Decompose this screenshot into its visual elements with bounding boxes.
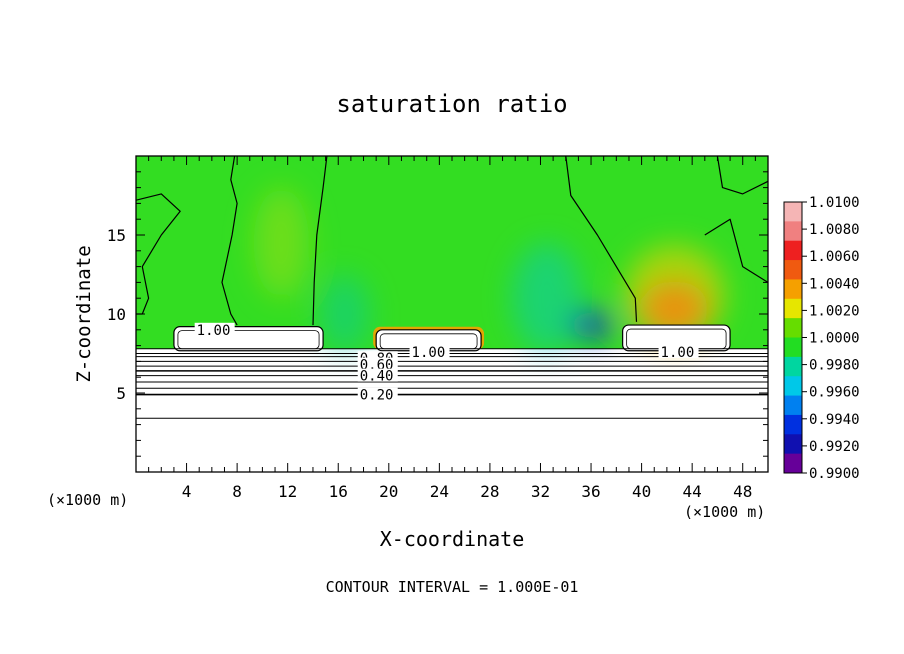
plot-content: 0.800.600.400.201.001.001.00 bbox=[136, 156, 768, 472]
x-tick-label-4: 4 bbox=[182, 482, 192, 501]
colorbar-label-5: 1.0000 bbox=[809, 331, 860, 347]
contour-curve-5 bbox=[704, 218, 768, 283]
contour-curve-0 bbox=[221, 156, 238, 326]
colorbar-swatch-8 bbox=[784, 356, 802, 377]
contour-label-bg-4 bbox=[409, 344, 450, 358]
colorbar-swatch-3 bbox=[784, 260, 802, 280]
x-unit-label-right: (×1000 m) bbox=[684, 503, 765, 521]
colorbar-swatch-9 bbox=[784, 376, 802, 397]
colorbar-swatch-13 bbox=[784, 453, 802, 474]
y-tick-label-15: 15 bbox=[107, 226, 126, 245]
x-tick-label-28: 28 bbox=[480, 482, 499, 501]
x-tick-label-8: 8 bbox=[232, 482, 242, 501]
contour-label-6: 1.00 bbox=[197, 323, 231, 339]
colorbar: 1.0100 1.0080 1.0060 1.0040 1.0020 1.0000 0.99… bbox=[783, 195, 860, 482]
subsaturated-layer bbox=[136, 348, 768, 472]
colorbar-swatch-7 bbox=[784, 337, 802, 358]
contour-label-2: 0.40 bbox=[360, 369, 394, 385]
plot-area: 0.800.600.400.201.001.001.00 bbox=[135, 155, 769, 473]
colorbar-label-8: 0.9940 bbox=[809, 412, 860, 428]
colorbar-label-4: 1.0020 bbox=[809, 303, 860, 319]
colorbar-swatch-6 bbox=[784, 318, 802, 338]
contour-label-bg-3 bbox=[357, 387, 398, 401]
anomaly-subsat-cyan bbox=[511, 242, 583, 354]
colorbar-swatch-10 bbox=[784, 395, 802, 416]
contour-curve-2 bbox=[565, 156, 638, 322]
contour-label-bg-2 bbox=[357, 368, 398, 382]
colorbar-swatch-11 bbox=[784, 414, 802, 435]
x-tick-label-16: 16 bbox=[329, 482, 348, 501]
colorbar-label-9: 0.9920 bbox=[809, 439, 860, 455]
colorbar-label-6: 0.9980 bbox=[809, 358, 860, 374]
colorbar-label-10: 0.9900 bbox=[809, 466, 860, 482]
contour-interval-note: CONTOUR INTERVAL = 1.000E-01 bbox=[326, 578, 579, 596]
field-anomalies bbox=[253, 187, 726, 354]
chart-title: saturation ratio bbox=[336, 90, 567, 118]
x-tick-label-40: 40 bbox=[632, 482, 651, 501]
contour-curve-4 bbox=[716, 156, 768, 195]
contour-label-5: 1.00 bbox=[661, 345, 695, 361]
anomaly-subsat-cyan-2 bbox=[319, 274, 370, 354]
colorbar-swatch-1 bbox=[784, 221, 802, 242]
contour-label-bg-6 bbox=[194, 322, 235, 336]
colorbar-swatch-0 bbox=[784, 202, 802, 222]
y-axis-label: Z-coordinate bbox=[73, 245, 95, 382]
x-tick-label-20: 20 bbox=[379, 482, 398, 501]
x-tick-label-36: 36 bbox=[581, 482, 600, 501]
colorbar-swatch-12 bbox=[784, 434, 802, 455]
contour-curve-3 bbox=[136, 193, 181, 315]
contour-label-bg-1 bbox=[357, 357, 398, 371]
colorbar-label-0: 1.0100 bbox=[809, 195, 860, 211]
y-tick-label-5: 5 bbox=[116, 384, 126, 403]
contour-label-bg-5 bbox=[658, 344, 699, 358]
colorbar-label-2: 1.0060 bbox=[809, 249, 860, 265]
y-tick-label-10: 10 bbox=[107, 305, 126, 324]
x-axis-label: X-coordinate bbox=[380, 527, 525, 551]
x-tick-label-24: 24 bbox=[430, 482, 449, 501]
colorbar-swatch-2 bbox=[784, 240, 802, 261]
x-unit-label-left: (×1000 m) bbox=[47, 491, 128, 509]
anomaly-supersat-halo bbox=[623, 244, 726, 346]
x-tick-label-32: 32 bbox=[531, 482, 550, 501]
colorbar-label-7: 0.9960 bbox=[809, 385, 860, 401]
x-tick-label-48: 48 bbox=[733, 482, 752, 501]
anomaly-updraft-1 bbox=[253, 187, 310, 299]
colorbar-label-1: 1.0080 bbox=[809, 222, 860, 238]
contour-curve-1 bbox=[312, 156, 328, 326]
colorbar-swatch-5 bbox=[784, 298, 802, 319]
contour-label-4: 1.00 bbox=[412, 345, 446, 361]
contour-label-3: 0.20 bbox=[360, 388, 394, 404]
colorbar-label-3: 1.0040 bbox=[809, 276, 860, 292]
x-tick-label-44: 44 bbox=[683, 482, 702, 501]
colorbar-swatch-4 bbox=[784, 279, 802, 300]
x-tick-label-12: 12 bbox=[278, 482, 297, 501]
